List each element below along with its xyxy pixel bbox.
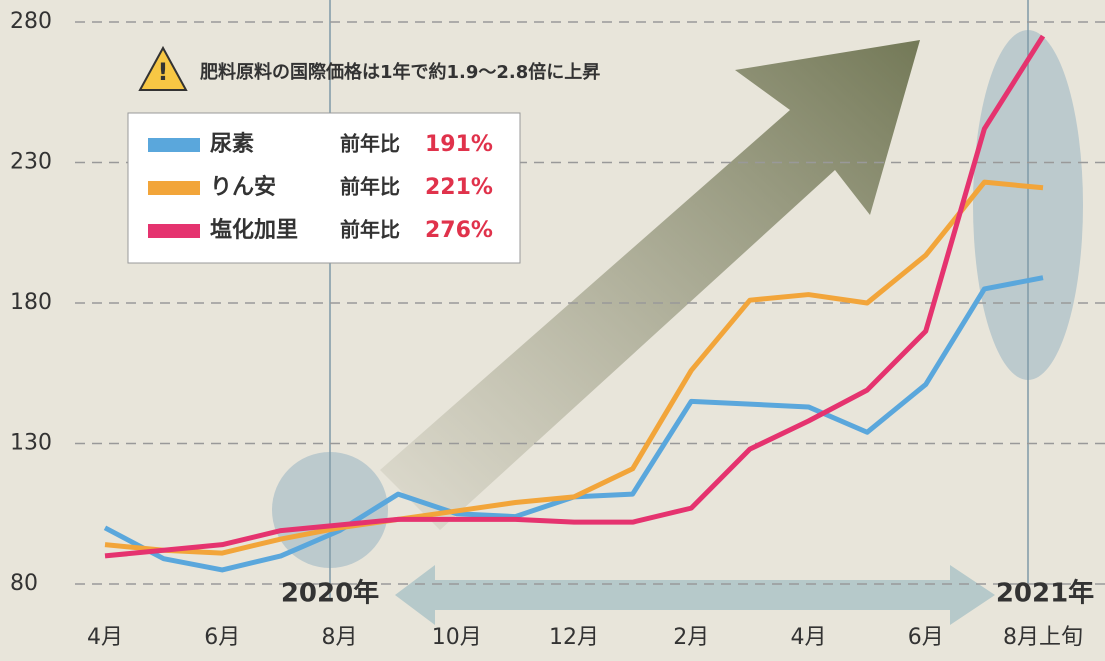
y-tick-label: 130 [10,431,52,456]
legend-swatch [148,181,200,195]
legend-yoy: 276% [425,218,493,243]
year-label: 2021年 [996,578,1094,609]
y-tick-label: 280 [10,9,52,34]
legend-label: 尿素 [210,131,254,157]
x-tick-label: 10月 [432,625,482,650]
chart: 80 130 180 230 280 4月 6月 8月 10月 12月 2月 4月 6月 8月上旬 202… [0,0,1105,657]
annotation: 肥料原料の国際価格は1年で約1.9〜2.8倍に上昇 [199,61,600,83]
legend-note: 前年比 [340,175,400,199]
legend-yoy: 191% [425,132,493,157]
x-tick-label: 12月 [549,625,599,650]
legend-label: りん安 [210,174,276,200]
page: 80 130 180 230 280 4月 6月 8月 10月 12月 2月 4月 6月 8月上旬 202… [0,0,1105,661]
legend-note: 前年比 [340,218,400,242]
x-tick-label: 8月上旬 [1003,625,1083,650]
warning-mark: ! [158,58,169,86]
x-tick-label: 2月 [673,625,709,650]
y-tick-label: 180 [10,290,52,315]
legend-yoy: 221% [425,175,493,200]
legend-swatch [148,224,200,238]
y-tick-label: 230 [10,150,52,175]
x-tick-label: 6月 [204,625,240,650]
x-tick-label: 4月 [791,625,827,650]
x-tick-label: 8月 [322,625,358,650]
legend-swatch [148,138,200,152]
y-tick-label: 80 [10,571,38,596]
year-label: 2020年 [281,578,379,609]
legend-label: 塩化加里 [210,217,298,243]
x-tick-label: 6月 [908,625,944,650]
legend-note: 前年比 [340,132,400,156]
x-tick-label: 4月 [87,625,123,650]
